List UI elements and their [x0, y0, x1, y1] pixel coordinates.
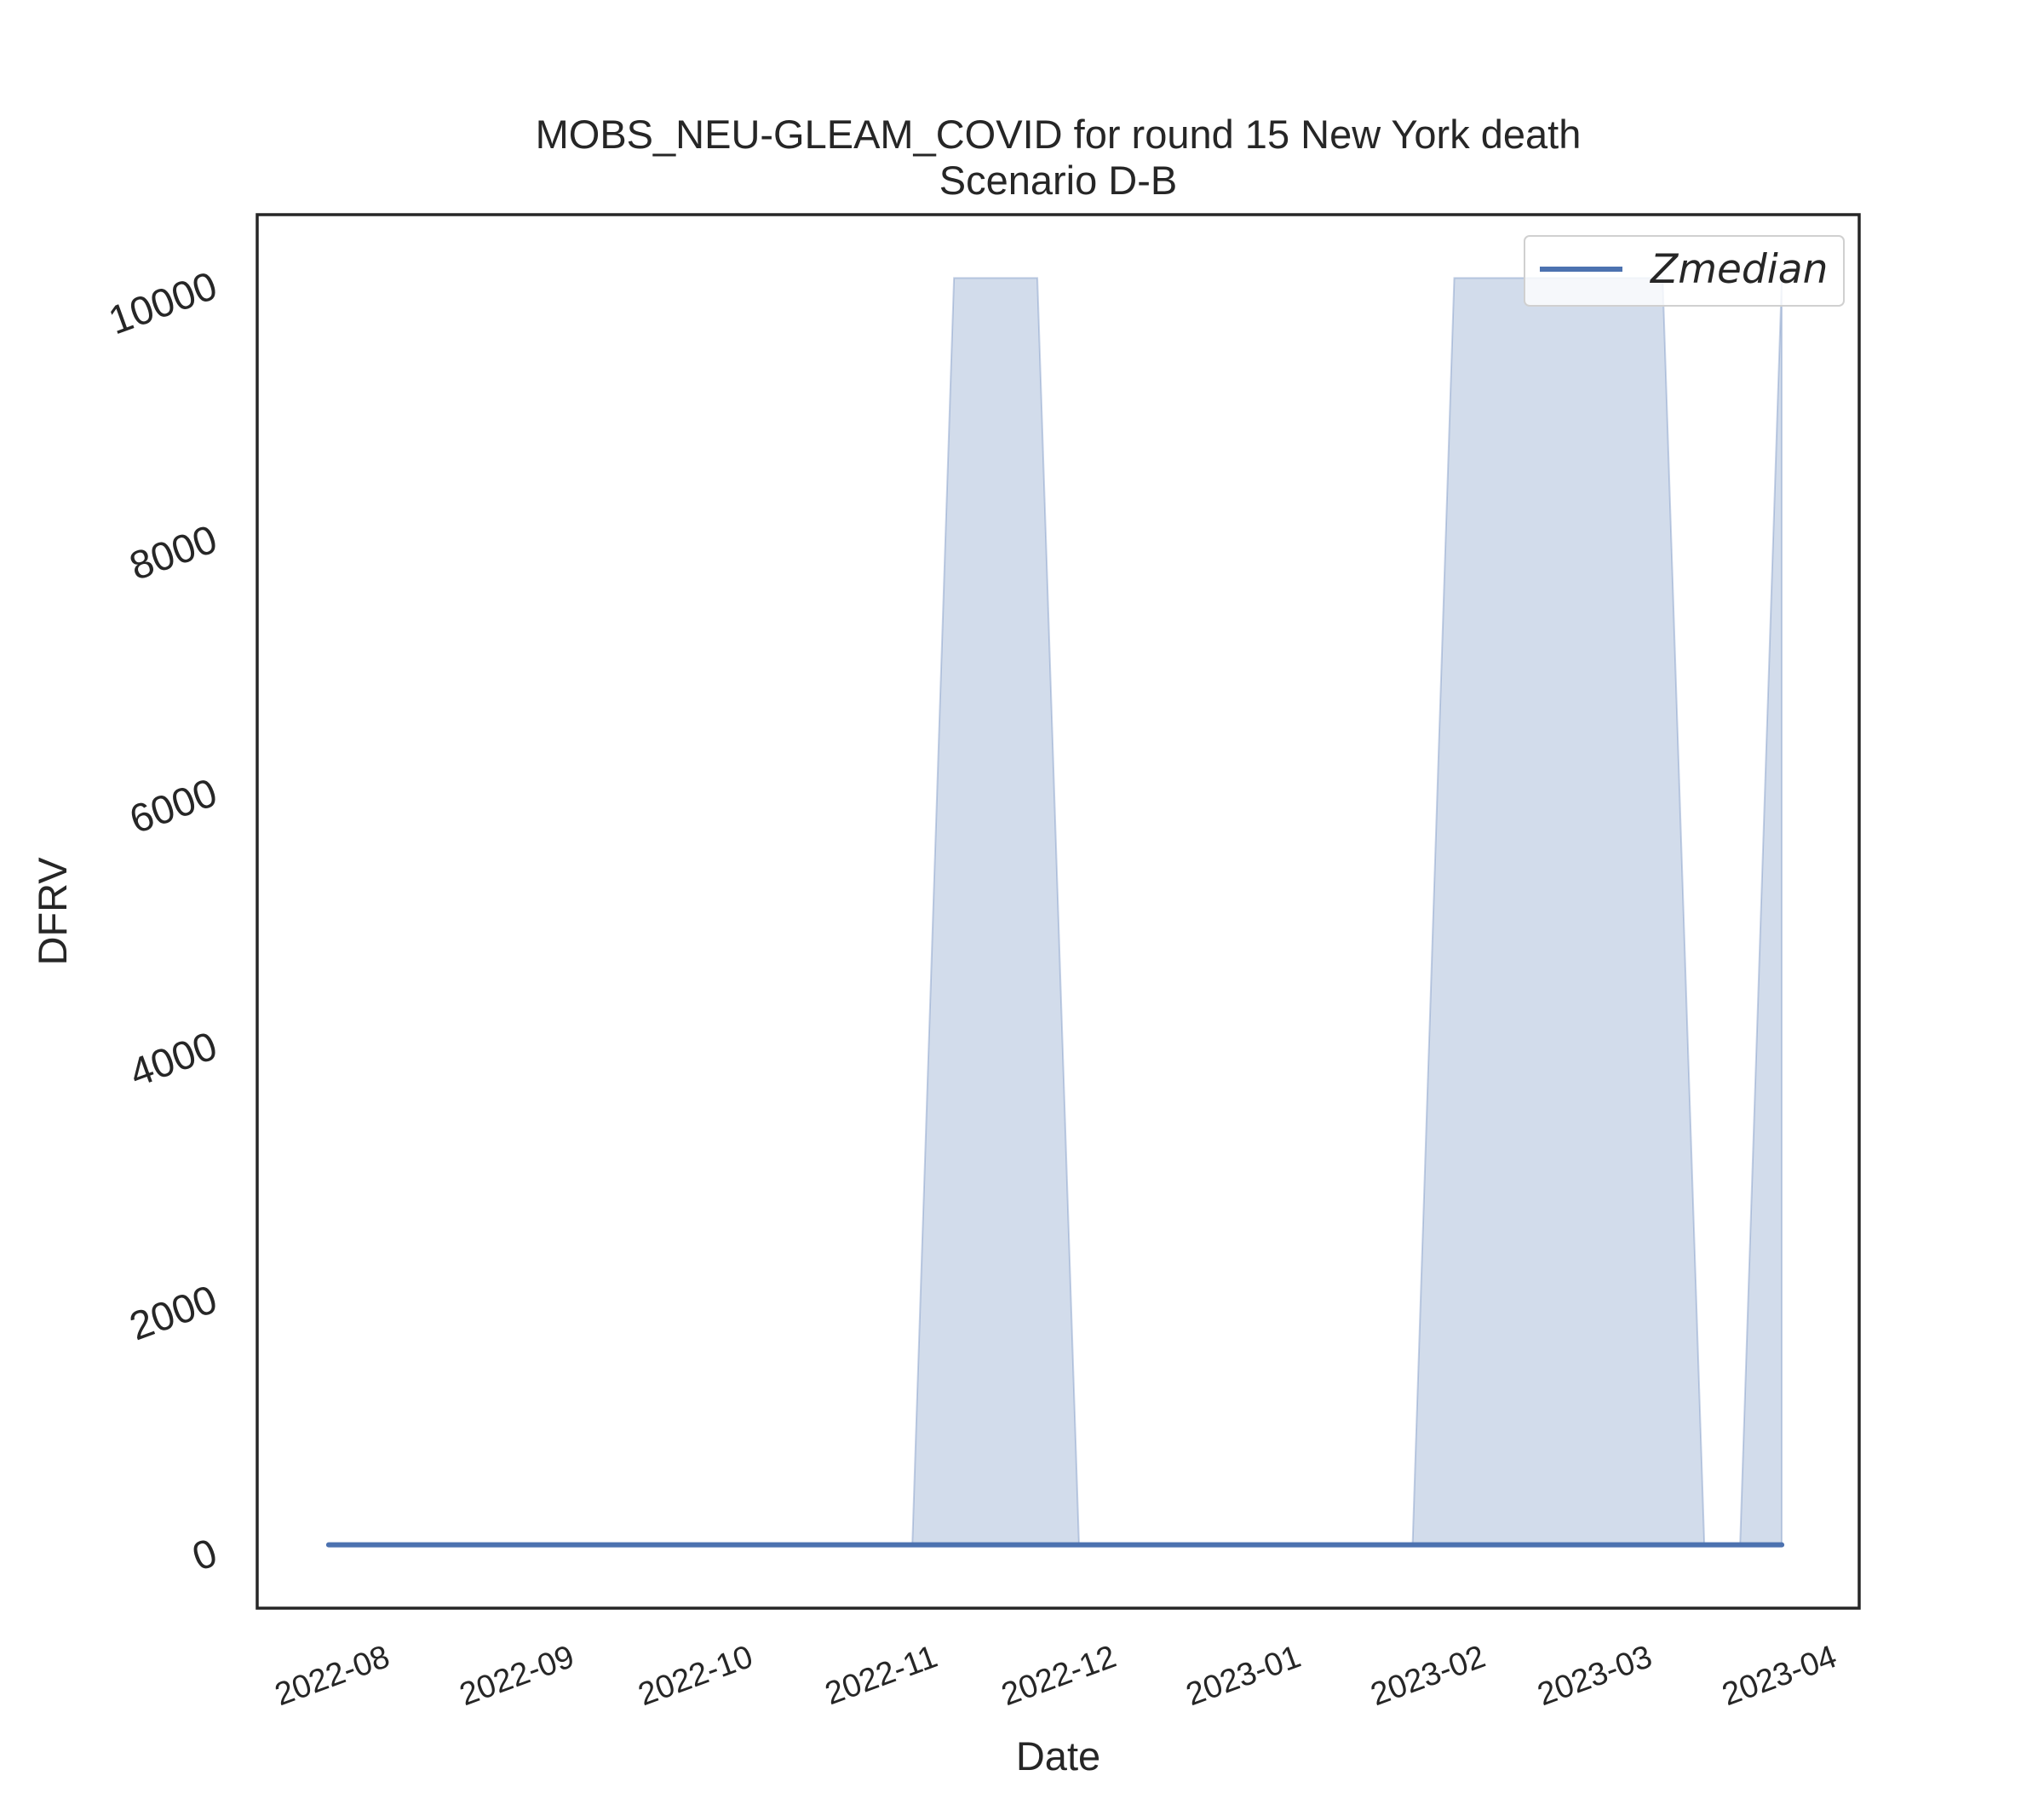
x-tick-label: 2022-12: [997, 1639, 1121, 1713]
legend: Zmedian: [1524, 235, 1845, 307]
legend-label-zmedian: Zmedian: [1649, 246, 1828, 293]
x-tick-label: 2023-03: [1533, 1639, 1656, 1713]
y-tick-label: 2000: [123, 1276, 222, 1349]
x-axis-label: Date: [1016, 1733, 1100, 1779]
y-axis-label: DFRV: [30, 857, 75, 966]
legend-box: [1524, 235, 1845, 307]
x-tick-label: 2023-01: [1181, 1639, 1305, 1713]
axes-frame: [256, 213, 1861, 1610]
uncertainty-band-layer: [328, 277, 1783, 1546]
y-tick-label: 10000: [102, 262, 222, 343]
x-tick-label: 2022-11: [820, 1639, 942, 1712]
chart-subtitle: Scenario D-B: [939, 158, 1178, 203]
x-tick-label: 2023-02: [1366, 1639, 1490, 1713]
x-tick-label: 2022-08: [271, 1639, 394, 1713]
uncertainty-band: [328, 277, 1783, 1546]
y-tick-label: 6000: [123, 769, 222, 842]
x-tick-labels: 2022-08 2022-09 2022-10 2022-11 2022-12 2023-…: [271, 1639, 1842, 1713]
y-tick-label: 4000: [123, 1022, 222, 1095]
chart-title: MOBS_NEU-GLEAM_COVID for round 15 New Yo…: [536, 112, 1582, 157]
y-tick-label: 8000: [123, 515, 222, 589]
x-tick-label: 2023-04: [1718, 1639, 1841, 1713]
y-tick-label: 0: [187, 1529, 223, 1579]
y-tick-labels: 0 2000 4000 6000 8000 10000: [102, 262, 222, 1579]
x-tick-label: 2022-09: [455, 1639, 578, 1713]
x-tick-label: 2022-10: [634, 1639, 757, 1713]
